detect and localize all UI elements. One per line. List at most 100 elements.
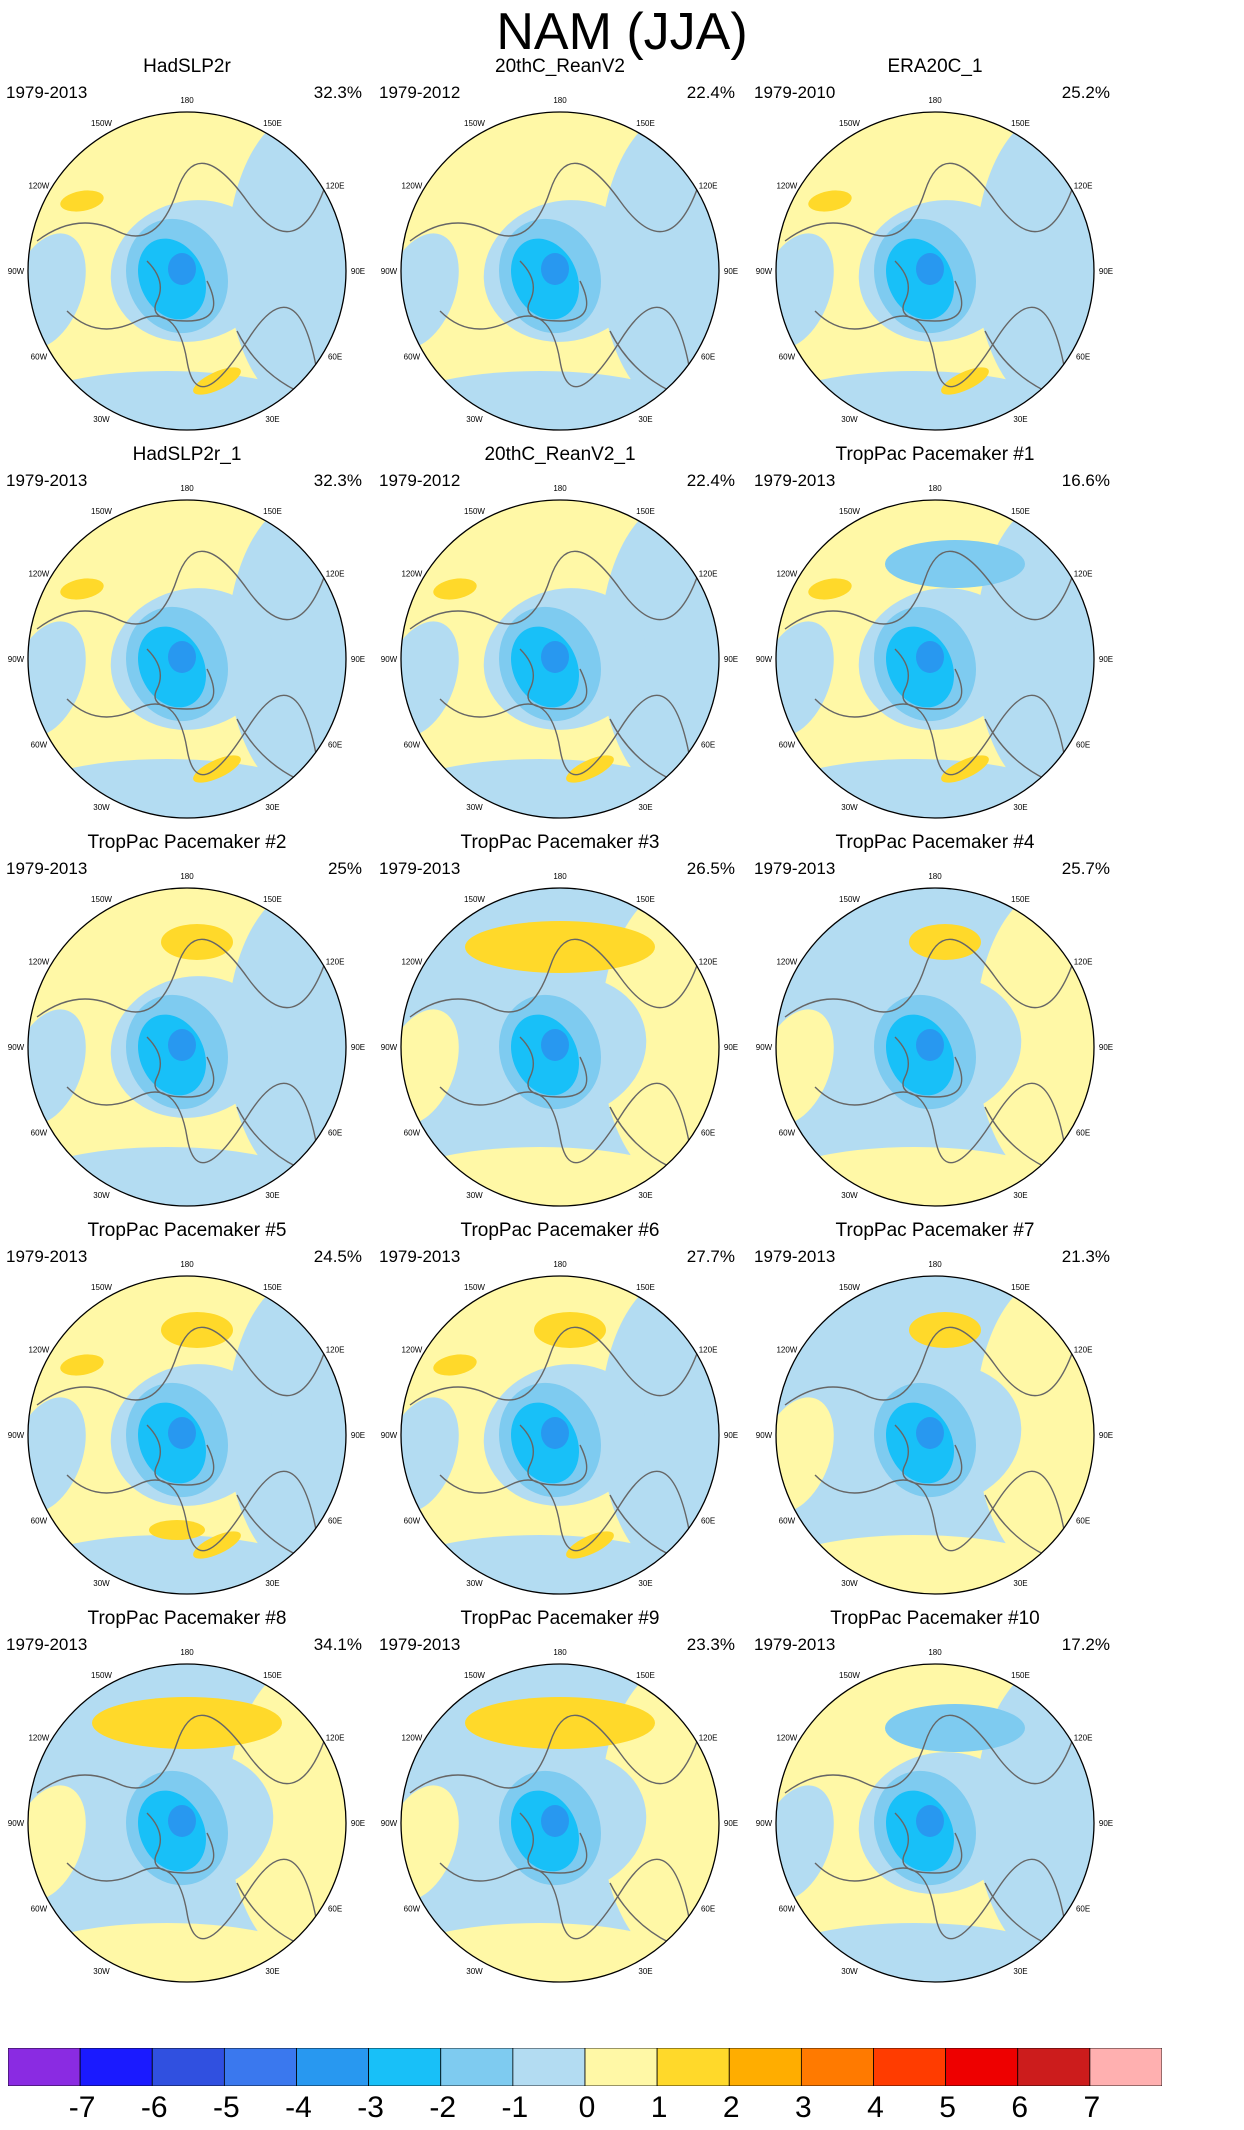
positive-anomaly: [808, 190, 852, 212]
polar-map: 180150E120E90E60E30E030W60W90W120W150W: [8, 1260, 365, 1595]
longitude-label: 90E: [1099, 1431, 1113, 1440]
map-panel: TropPac Pacemaker #3 1979-2013 26.5% 180 150…: [365, 832, 755, 1212]
map-panel: TropPac Pacemaker #1 1979-2013 16.6% 180 150…: [740, 444, 1130, 824]
longitude-label: 90E: [351, 1819, 365, 1828]
polar-map: 180150E120E90E60E30E030W60W90W120W150W: [756, 484, 1113, 819]
longitude-label: 30W: [466, 415, 483, 424]
panel-title: TropPac Pacemaker #10: [830, 1608, 1040, 1629]
panel-title: ERA20C_1: [887, 56, 983, 77]
longitude-label: 120W: [401, 182, 422, 191]
panel-explained-variance: 25.7%: [1061, 859, 1110, 878]
longitude-label: 150E: [263, 119, 282, 128]
longitude-label: 60W: [779, 1905, 796, 1914]
longitude-label: 30E: [265, 1967, 279, 1976]
longitude-label: 30E: [265, 1579, 279, 1588]
colorbar-swatch: [368, 2048, 442, 2086]
longitude-label: 90W: [381, 1431, 398, 1440]
map-panel: TropPac Pacemaker #6 1979-2013 27.7% 180 150…: [365, 1220, 755, 1600]
longitude-label: 180: [553, 1260, 567, 1269]
longitude-label: 90W: [756, 655, 773, 664]
longitude-label: 30E: [265, 415, 279, 424]
map-boundary: [400, 111, 720, 431]
longitude-label: 60E: [1076, 1905, 1090, 1914]
map-panel: HadSLP2r 1979-2013 32.3% 180 150E 120E 90E 60E 3…: [0, 56, 382, 436]
colorbar-swatch: [223, 2048, 297, 2086]
longitude-label: 30W: [466, 803, 483, 812]
field-region: [401, 1923, 690, 1982]
longitude-label: 90E: [351, 267, 365, 276]
field-region: [28, 1147, 317, 1206]
colorbar-swatch: [728, 2048, 802, 2086]
polar-map: 180150E120E90E60E30E030W60W90W120W150W: [756, 872, 1113, 1207]
map-boundary: [775, 1275, 1095, 1595]
panel-title: 20thC_ReanV2: [495, 56, 625, 77]
field-region: [776, 1147, 1065, 1206]
colorbar-tick-label: -6: [140, 2091, 168, 2124]
longitude-label: 30W: [466, 1191, 483, 1200]
longitude-label: 150E: [1011, 507, 1030, 516]
longitude-label: 30W: [93, 803, 110, 812]
longitude-label: 120E: [1074, 958, 1093, 967]
longitude-label: 120W: [28, 570, 49, 579]
longitude-label: 90E: [351, 1043, 365, 1052]
longitude-label: 150E: [263, 507, 282, 516]
negative-anomaly: [541, 1417, 569, 1449]
colorbar-swatch: [512, 2048, 586, 2086]
panel-period: 1979-2013: [379, 1247, 461, 1266]
coastline: [36, 938, 338, 1206]
longitude-label: 150W: [839, 507, 860, 516]
positive-anomaly: [149, 1520, 205, 1540]
longitude-label: 30W: [93, 1967, 110, 1976]
longitude-label: 180: [928, 96, 942, 105]
map-panel: TropPac Pacemaker #9 1979-2013 23.3% 180 150…: [365, 1608, 755, 1988]
longitude-label: 150E: [263, 895, 282, 904]
panel-title: HadSLP2r_1: [132, 444, 242, 465]
polar-map: 180150E120E90E60E30E030W60W90W120W150W: [756, 1260, 1113, 1595]
colorbar-tick-label: 3: [795, 2091, 812, 2124]
longitude-label: 150W: [839, 1671, 860, 1680]
field-region: [28, 1535, 317, 1594]
panel-title: HadSLP2r: [143, 56, 231, 77]
panel-period: 1979-2013: [379, 859, 461, 878]
longitude-label: 90E: [724, 1431, 738, 1440]
field-region: [401, 1397, 459, 1513]
panel-title: 20thC_ReanV2_1: [484, 444, 636, 465]
longitude-label: 120W: [28, 182, 49, 191]
longitude-label: 60W: [31, 1905, 48, 1914]
longitude-label: 150E: [1011, 1671, 1030, 1680]
colorbar-tick-label: -2: [429, 2091, 457, 2124]
colorbar-tick-label: -5: [213, 2091, 240, 2124]
field-region: [776, 759, 1065, 818]
colorbar-tick-label: 7: [1083, 2091, 1101, 2124]
longitude-label: 150W: [91, 507, 112, 516]
longitude-label: 60E: [328, 1517, 342, 1526]
longitude-label: 90W: [8, 1431, 25, 1440]
coastline: [784, 162, 1086, 430]
polar-map: 180150E120E90E60E30E030W60W90W120W150W: [381, 484, 738, 819]
colorbar-swatch: [296, 2048, 370, 2086]
coastline: [36, 162, 338, 430]
panel-explained-variance: 34.1%: [313, 1635, 362, 1654]
longitude-label: 150W: [839, 895, 860, 904]
longitude-label: 60E: [701, 1905, 715, 1914]
longitude-label: 90W: [756, 1819, 773, 1828]
positive-anomaly: [941, 367, 989, 395]
coastline: [409, 162, 711, 430]
coastline: [36, 1714, 338, 1982]
panel-explained-variance: 25.2%: [1061, 83, 1110, 102]
longitude-label: 30E: [1013, 803, 1027, 812]
field-region: [776, 1397, 834, 1513]
longitude-label: 90W: [8, 267, 25, 276]
positive-anomaly: [808, 578, 852, 600]
longitude-label: 150W: [464, 507, 485, 516]
longitude-label: 60E: [701, 1129, 715, 1138]
longitude-label: 30W: [93, 1579, 110, 1588]
longitude-label: 120W: [28, 1346, 49, 1355]
longitude-label: 30W: [466, 1579, 483, 1588]
colorbar-swatch: [1017, 2048, 1091, 2086]
field-region: [227, 1664, 346, 1963]
longitude-label: 60W: [779, 1517, 796, 1526]
colorbar-tick-label: -1: [501, 2091, 529, 2124]
field-region: [600, 888, 719, 1187]
longitude-label: 60W: [779, 741, 796, 750]
